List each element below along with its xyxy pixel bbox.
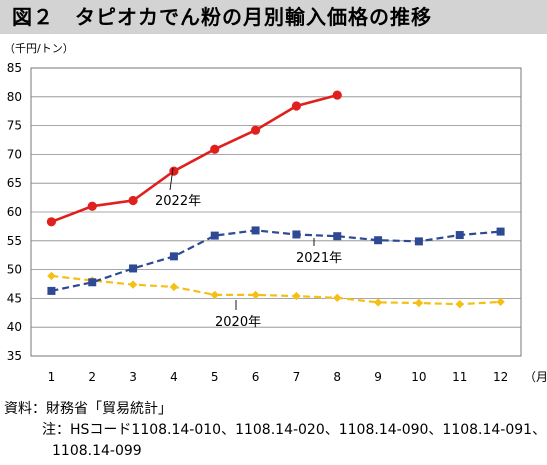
y-tick-label: 80	[7, 90, 22, 104]
x-unit-label: （月）	[524, 370, 547, 384]
data-point	[292, 230, 301, 239]
x-tick-label: 7	[293, 370, 301, 384]
data-point	[210, 290, 219, 300]
x-tick-label: 3	[129, 370, 137, 384]
y-tick-label: 40	[7, 320, 22, 334]
data-point	[169, 252, 178, 261]
data-point	[46, 217, 57, 227]
y-tick-label: 85	[7, 61, 22, 75]
note-prefix: 注：	[42, 422, 70, 438]
data-point	[292, 291, 301, 301]
data-point	[251, 226, 260, 235]
source-note: 資料：財務省「貿易統計」	[4, 401, 172, 417]
note-line-2: 1108.14-099	[52, 443, 142, 459]
x-tick-label: 8	[333, 370, 341, 384]
label-leader-line	[169, 167, 174, 191]
hs-code-note: 注：HSコード1108.14-010、1108.14-020、1108.14-0…	[4, 420, 546, 441]
y-tick-label: 75	[7, 119, 22, 133]
data-point	[332, 90, 342, 100]
x-tick-label: 5	[211, 370, 219, 384]
series-line	[51, 229, 501, 292]
note-line-1: HSコード1108.14-010、1108.14-020、1108.14-090…	[70, 422, 547, 438]
data-point	[333, 293, 342, 303]
chart-title: 図２ タピオカでん粉の月別輸入価格の推移	[0, 0, 547, 34]
data-point	[169, 166, 179, 176]
data-point	[169, 282, 179, 292]
data-point	[333, 232, 342, 241]
data-point	[374, 236, 383, 245]
series-label: 2022年	[155, 194, 201, 209]
data-point	[455, 231, 464, 240]
data-point	[250, 125, 261, 135]
series-line	[51, 274, 501, 306]
x-tick-label: 12	[493, 370, 508, 384]
data-point	[414, 237, 423, 246]
data-point	[47, 286, 56, 295]
data-point	[87, 201, 97, 211]
x-tick-label: 4	[170, 370, 178, 384]
data-point	[210, 231, 219, 240]
y-tick-label: 55	[7, 234, 22, 248]
data-point	[210, 144, 220, 154]
y-unit-label: （千円/トン）	[4, 42, 74, 55]
data-point	[373, 298, 383, 307]
data-point	[129, 264, 138, 273]
data-point	[455, 299, 464, 309]
x-tick-label: 10	[411, 370, 426, 384]
data-point	[291, 101, 302, 111]
x-tick-label: 11	[452, 370, 467, 384]
y-tick-label: 65	[7, 176, 22, 190]
y-tick-label: 35	[7, 349, 22, 363]
data-point	[47, 271, 56, 281]
data-point	[414, 298, 424, 308]
data-point	[496, 227, 505, 236]
data-point	[496, 297, 505, 307]
x-tick-label: 1	[48, 370, 56, 384]
notes: 資料：財務省「貿易統計」 注：HSコード1108.14-010、1108.14-…	[4, 399, 546, 462]
y-tick-label: 60	[7, 205, 22, 219]
y-tick-label: 70	[7, 147, 22, 161]
series-line	[50, 93, 338, 224]
y-tick-label: 45	[7, 291, 22, 305]
x-tick-label: 6	[252, 370, 260, 384]
x-tick-label: 2	[88, 370, 96, 384]
y-tick-label: 50	[7, 263, 22, 277]
x-tick-label: 9	[374, 370, 382, 384]
series-label: 2021年	[296, 251, 342, 266]
data-point	[251, 290, 260, 300]
series-label: 2020年	[215, 315, 261, 330]
data-point	[128, 195, 138, 206]
data-point	[88, 278, 97, 287]
data-point	[128, 280, 138, 289]
